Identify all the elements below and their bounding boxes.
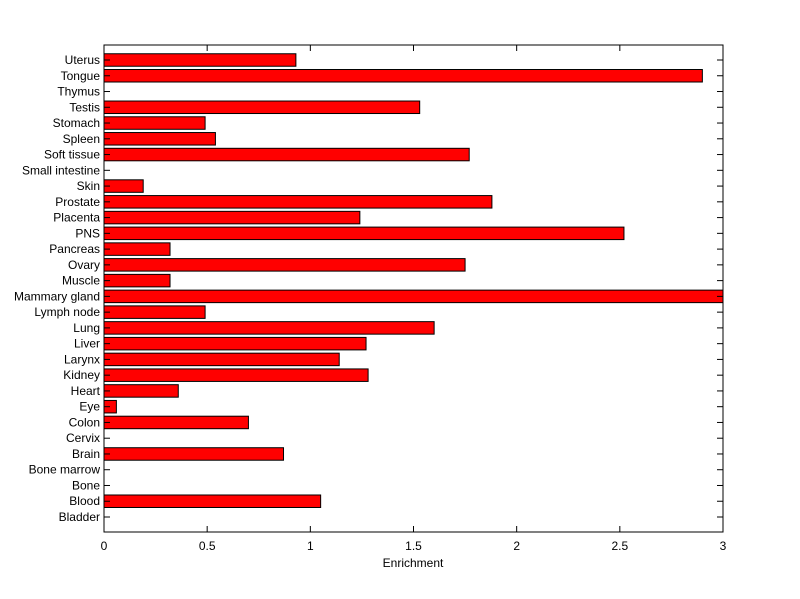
y-tick-label-small-intestine: Small intestine <box>22 163 100 177</box>
y-tick-label-lymph-node: Lymph node <box>34 305 100 319</box>
y-tick-label-thymus: Thymus <box>57 85 100 99</box>
bar-testis <box>103 100 421 115</box>
y-tick-label-blood: Blood <box>69 494 100 508</box>
y-tick-label-brain: Brain <box>72 447 100 461</box>
y-tick-label-skin: Skin <box>77 179 100 193</box>
bar-ovary <box>103 258 466 272</box>
x-axis-ticks: 0 0.5 1 1.5 2 2.5 3 <box>101 45 727 553</box>
bar-blood <box>103 494 322 508</box>
bar-soft-tissue <box>103 147 470 162</box>
bar-tongue <box>103 69 703 83</box>
y-tick-label-mammary-gland: Mammary gland <box>14 289 100 303</box>
bar-mammary-gland <box>103 289 724 304</box>
bar-lung <box>103 321 435 335</box>
x-tick-label: 0.5 <box>199 539 216 553</box>
bar-stomach <box>103 116 206 130</box>
bar-pancreas <box>103 242 171 256</box>
bar-prostate <box>103 195 493 209</box>
bar-spleen <box>103 132 216 146</box>
x-tick-label: 2.5 <box>611 539 628 553</box>
x-tick-label: 1.5 <box>405 539 422 553</box>
bar-kidney <box>103 368 369 382</box>
y-tick-label-pancreas: Pancreas <box>49 242 100 256</box>
y-tick-label-cervix: Cervix <box>66 431 100 445</box>
y-tick-label-eye: Eye <box>79 400 100 414</box>
bar-placenta <box>103 210 361 225</box>
bar-lymph-node <box>103 305 206 319</box>
y-tick-label-bone-marrow: Bone marrow <box>29 463 101 477</box>
plot-frame <box>103 44 724 533</box>
y-tick-label-uterus: Uterus <box>65 53 100 67</box>
x-tick-label: 0 <box>101 539 108 553</box>
x-axis-title: Enrichment <box>383 556 444 570</box>
y-tick-label-colon: Colon <box>69 415 100 429</box>
y-tick-label-ovary: Ovary <box>68 258 100 272</box>
y-tick-label-prostate: Prostate <box>55 195 100 209</box>
bar-colon <box>103 415 249 430</box>
bar-brain <box>103 447 285 461</box>
bar-liver <box>103 336 367 351</box>
y-tick-label-bladder: Bladder <box>59 510 100 524</box>
y-tick-label-spleen: Spleen <box>63 132 100 146</box>
bar-heart <box>103 384 179 398</box>
bar-larynx <box>103 352 340 367</box>
bar-uterus <box>103 53 297 67</box>
x-tick-label: 3 <box>720 539 727 553</box>
bar-pns <box>103 226 625 241</box>
y-tick-label-testis: Testis <box>69 100 100 114</box>
y-tick-label-muscle: Muscle <box>62 274 100 288</box>
y-tick-label-lung: Lung <box>73 321 100 335</box>
y-tick-label-larynx: Larynx <box>64 352 100 366</box>
bar-muscle <box>103 273 171 288</box>
y-tick-label-stomach: Stomach <box>53 116 100 130</box>
y-tick-label-tongue: Tongue <box>61 69 101 83</box>
y-tick-label-liver: Liver <box>74 337 100 351</box>
x-tick-label: 2 <box>513 539 520 553</box>
y-tick-label-kidney: Kidney <box>63 368 100 382</box>
x-tick-label: 1 <box>307 539 314 553</box>
y-tick-label-pns: PNS <box>75 226 100 240</box>
y-tick-label-placenta: Placenta <box>53 211 100 225</box>
y-tick-label-heart: Heart <box>71 384 101 398</box>
y-tick-label-soft-tissue: Soft tissue <box>44 148 100 162</box>
y-tick-label-bone: Bone <box>72 478 100 492</box>
